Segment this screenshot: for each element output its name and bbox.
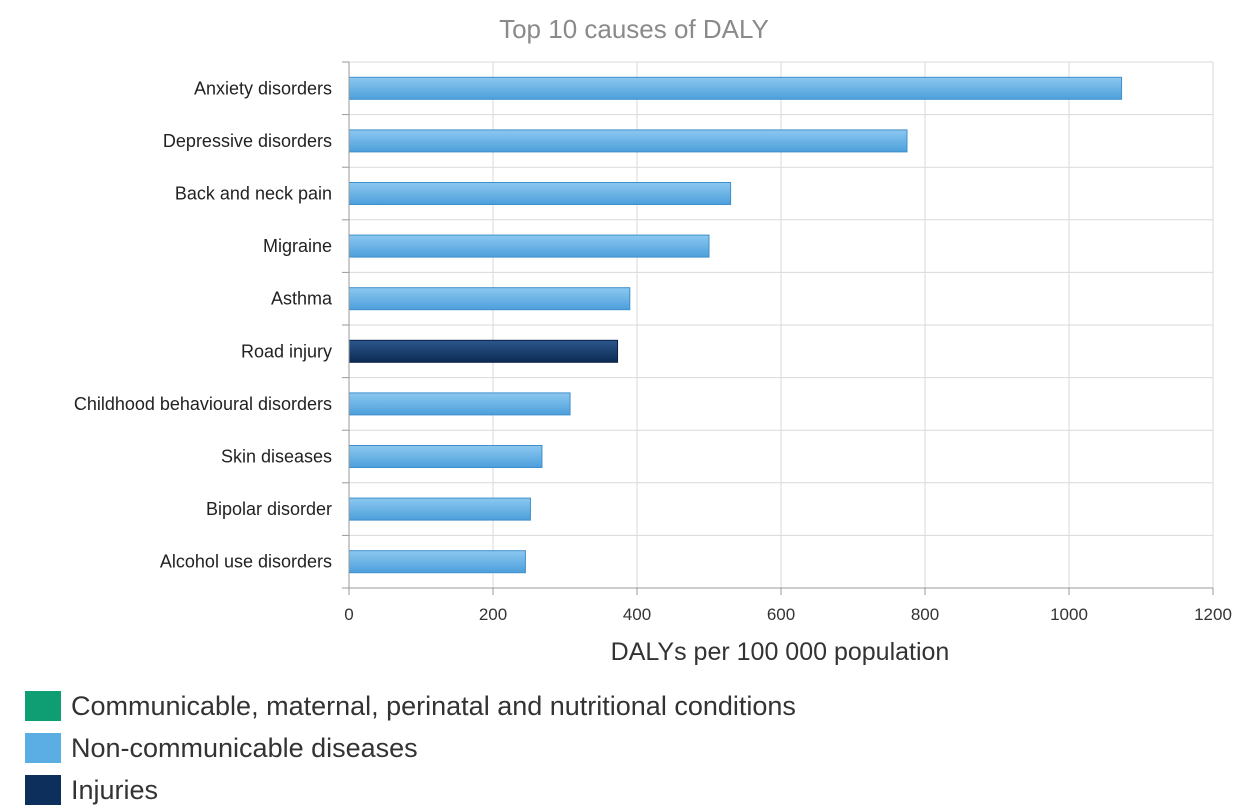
- legend-label: Communicable, maternal, perinatal and nu…: [71, 690, 796, 721]
- category-labels: Anxiety disorders Depressive disorders Bac…: [74, 78, 333, 571]
- category-label: Migraine: [263, 236, 332, 256]
- category-label: Depressive disorders: [163, 131, 332, 151]
- legend-swatch: [25, 733, 61, 763]
- axes: [342, 61, 1214, 595]
- legend-label: Non-communicable diseases: [71, 732, 418, 763]
- chart-area: Top 10 causes of DALY Anxiety disorders D…: [74, 14, 1232, 666]
- x-tick-labels: 0 200 400 600 800 1000 1200: [344, 605, 1232, 624]
- x-tick-label: 1200: [1194, 605, 1232, 624]
- category-label: Road injury: [241, 341, 332, 361]
- bar-migraine: [348, 234, 710, 258]
- x-tick-label: 0: [344, 605, 353, 624]
- legend-item: Injuries: [25, 769, 796, 811]
- legend-swatch: [25, 775, 61, 805]
- bar-asthma: [348, 287, 631, 311]
- bar-depressive-disorders: [348, 129, 908, 153]
- bar-alcohol-use-disorders: [348, 550, 526, 574]
- legend: Communicable, maternal, perinatal and nu…: [25, 685, 796, 811]
- x-tick-label: 400: [623, 605, 651, 624]
- bar-childhood-behavioural-disorders: [348, 392, 571, 416]
- bar-chart: Top 10 causes of DALY Anxiety disorders D…: [74, 14, 1232, 666]
- legend-swatch: [25, 691, 61, 721]
- category-label: Alcohol use disorders: [160, 552, 332, 572]
- bar-bipolar-disorder: [348, 497, 531, 521]
- category-label: Bipolar disorder: [206, 499, 332, 519]
- bar-back-and-neck-pain: [348, 182, 732, 205]
- category-label: Asthma: [271, 289, 333, 309]
- x-tick-label: 1000: [1050, 605, 1088, 624]
- x-axis-label: DALYs per 100 000 population: [611, 638, 950, 666]
- grid-lines: [349, 61, 1214, 588]
- category-label: Anxiety disorders: [194, 78, 332, 98]
- chart-title: Top 10 causes of DALY: [499, 14, 769, 44]
- x-tick-label: 800: [911, 605, 939, 624]
- x-tick-label: 600: [767, 605, 795, 624]
- category-label: Childhood behavioural disorders: [74, 394, 332, 414]
- category-label: Back and neck pain: [175, 184, 332, 204]
- legend-label: Injuries: [71, 774, 159, 805]
- legend-item: Non-communicable diseases: [25, 727, 796, 769]
- legend-item: Communicable, maternal, perinatal and nu…: [25, 685, 796, 727]
- bar-road-injury: [348, 339, 619, 363]
- x-tick-label: 200: [479, 605, 507, 624]
- bar-skin-diseases: [348, 445, 543, 468]
- bar-anxiety-disorders: [348, 76, 1123, 100]
- category-label: Skin diseases: [221, 447, 332, 467]
- bars: [348, 76, 1123, 574]
